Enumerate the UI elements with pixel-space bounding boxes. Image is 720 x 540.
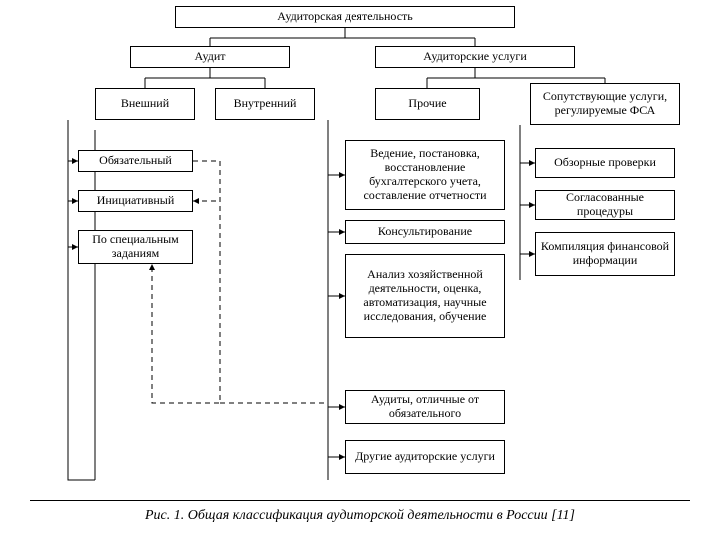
- node-analysis: Анализ хозяйственной деятельности, оценк…: [345, 254, 505, 338]
- node-consult: Консультирование: [345, 220, 505, 244]
- diagram-canvas: Аудиторская деятельность Аудит Аудиторские…: [0, 0, 720, 540]
- node-review: Обзорные проверки: [535, 148, 675, 178]
- node-internal: Внутренний: [215, 88, 315, 120]
- node-services: Аудиторские услуги: [375, 46, 575, 68]
- node-special: По специальным заданиям: [78, 230, 193, 264]
- node-root: Аудиторская деятельность: [175, 6, 515, 28]
- node-compile: Компиляция финансовой информации: [535, 232, 675, 276]
- caption-rule: [30, 500, 690, 501]
- node-audit: Аудит: [130, 46, 290, 68]
- node-audits_diff: Аудиты, отличные от обязательного: [345, 390, 505, 424]
- node-agreed: Согласованные процедуры: [535, 190, 675, 220]
- node-initiative: Инициативный: [78, 190, 193, 212]
- node-external: Внешний: [95, 88, 195, 120]
- node-other_svc: Другие аудиторские услуги: [345, 440, 505, 474]
- node-mandatory: Обязательный: [78, 150, 193, 172]
- figure-caption: Рис. 1. Общая классификация аудиторской …: [60, 508, 660, 524]
- node-acctg: Ведение, постановка, восстановление бухг…: [345, 140, 505, 210]
- node-other: Прочие: [375, 88, 480, 120]
- node-related: Сопутствующие услуги, регулируемые ФСА: [530, 83, 680, 125]
